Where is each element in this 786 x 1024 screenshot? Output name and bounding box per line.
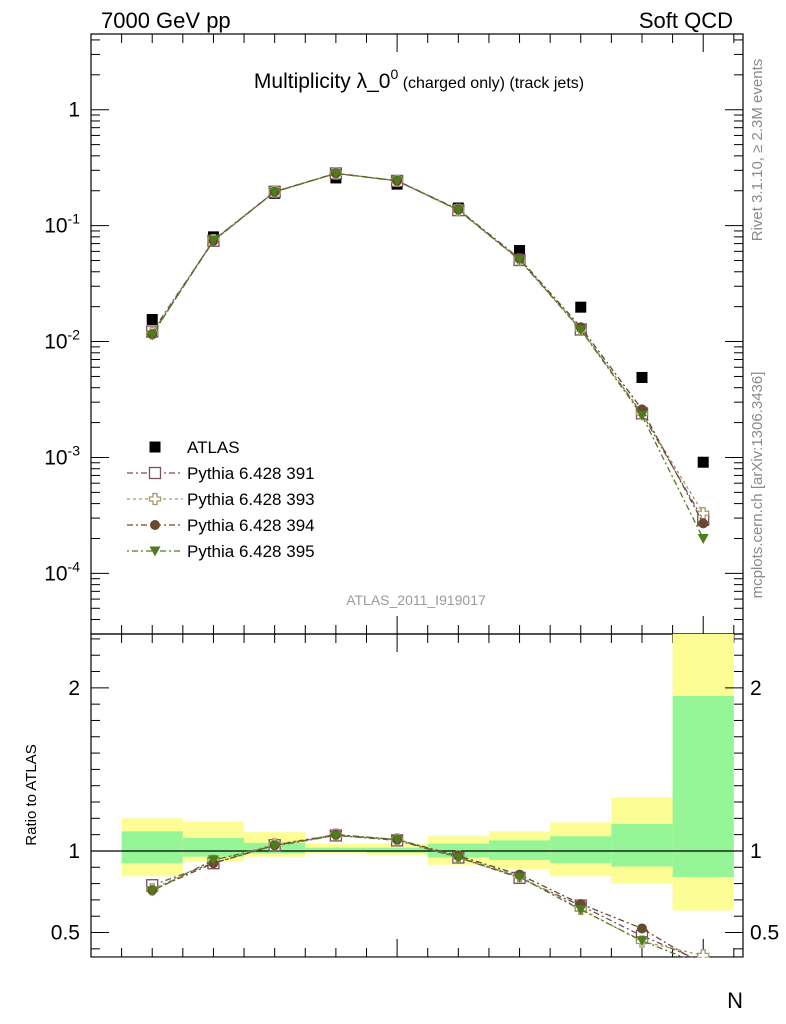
y-tick-label-base: 10 bbox=[44, 446, 67, 469]
series-atlas bbox=[146, 172, 709, 468]
legend-marker bbox=[149, 441, 161, 453]
ratio-y-ticks: 0.5 0.5 1 1 2 2 bbox=[51, 638, 779, 950]
series-pythia-6-428-395 bbox=[146, 168, 709, 544]
data-point bbox=[269, 187, 281, 198]
data-point bbox=[330, 830, 342, 841]
green-band-bin bbox=[182, 837, 245, 857]
main-y-ticks: 110-110-210-310-4 bbox=[44, 39, 743, 635]
green-band-bin bbox=[611, 824, 673, 867]
series-line bbox=[151, 834, 704, 966]
series-line bbox=[151, 172, 704, 539]
data-point bbox=[269, 841, 281, 852]
y-tick-label-exponent: -1 bbox=[68, 211, 81, 227]
green-band-bin bbox=[488, 840, 551, 860]
data-point bbox=[207, 235, 219, 246]
series-line bbox=[151, 172, 704, 524]
ratio-y-axis-label: Ratio to ATLAS bbox=[23, 744, 40, 845]
data-point bbox=[391, 176, 403, 187]
y-tick-label-right: 1 bbox=[750, 840, 762, 863]
title-main: Multiplicity λ_0 bbox=[254, 70, 391, 93]
data-point bbox=[575, 325, 587, 336]
legend-entry: ATLAS bbox=[149, 438, 240, 457]
legend-marker bbox=[148, 466, 162, 480]
ratio-series-pythia-6-428-395 bbox=[146, 830, 704, 966]
legend-entry: Pythia 6.428 395 bbox=[127, 542, 315, 561]
data-point bbox=[575, 905, 587, 916]
legend-marker bbox=[148, 492, 162, 506]
y-tick-label-left: 1 bbox=[68, 840, 80, 863]
mcplots-label: mcplots.cern.ch [arXiv:1306.3436] bbox=[749, 372, 766, 599]
legend-marker bbox=[150, 520, 160, 530]
data-point bbox=[514, 245, 526, 257]
data-point bbox=[514, 255, 526, 266]
series-line bbox=[151, 833, 704, 966]
y-tick-label-right: 0.5 bbox=[750, 922, 779, 945]
y-tick-label: 10-1 bbox=[44, 211, 80, 238]
legend: ATLAS Pythia 6.428 391 Pythia 6.428 393 Pyt… bbox=[127, 438, 315, 561]
green-band-bin bbox=[550, 836, 612, 864]
green-band-bin bbox=[672, 695, 734, 878]
y-tick-label: 10-2 bbox=[44, 327, 80, 354]
data-point bbox=[636, 923, 647, 934]
chart-title: Multiplicity λ_00 (charged only) (track … bbox=[254, 66, 584, 93]
data-point bbox=[636, 371, 648, 383]
header-left: 7000 GeV pp bbox=[101, 8, 231, 33]
green-band-bin bbox=[121, 831, 183, 864]
y-tick-label-base: 10 bbox=[44, 331, 67, 354]
title-sup: 0 bbox=[390, 66, 398, 82]
y-tick-label: 10-4 bbox=[44, 558, 80, 585]
data-point bbox=[697, 507, 710, 520]
y-tick-label-base: 10 bbox=[44, 562, 67, 585]
title-sub: (charged only) (track jets) bbox=[398, 75, 584, 92]
y-tick-label-exponent: -4 bbox=[68, 558, 81, 574]
header-right: Soft QCD bbox=[639, 8, 733, 33]
data-point bbox=[207, 855, 219, 866]
legend-entry: Pythia 6.428 391 bbox=[127, 464, 315, 483]
y-tick-label-exponent: -2 bbox=[68, 327, 81, 343]
y-tick-label-base: 1 bbox=[68, 99, 80, 122]
legend-entry: Pythia 6.428 393 bbox=[127, 490, 315, 509]
ratio-uncertainty-bands bbox=[121, 634, 734, 911]
analysis-label: ATLAS_2011_I919017 bbox=[346, 592, 486, 608]
legend-label: Pythia 6.428 393 bbox=[187, 490, 315, 509]
data-point bbox=[391, 835, 403, 846]
data-point bbox=[146, 886, 158, 897]
data-point bbox=[697, 533, 709, 544]
ratio-plot-frame bbox=[90, 633, 744, 958]
data-point bbox=[330, 168, 342, 179]
rivet-label: Rivet 3.1.10, ≥ 2.3M events bbox=[749, 59, 766, 242]
data-point bbox=[697, 456, 709, 468]
x-axis-label: N bbox=[727, 988, 743, 1013]
data-point bbox=[575, 301, 587, 313]
y-tick-label-exponent: -3 bbox=[68, 442, 81, 458]
data-point bbox=[146, 330, 158, 341]
green-band-bin bbox=[366, 847, 428, 853]
y-tick-label-right: 2 bbox=[750, 677, 762, 700]
legend-label: Pythia 6.428 394 bbox=[187, 516, 315, 535]
data-point bbox=[698, 518, 709, 529]
data-point bbox=[452, 852, 464, 863]
y-tick-label-left: 2 bbox=[68, 677, 80, 700]
ratio-clip-mask bbox=[0, 957, 786, 1024]
data-point bbox=[146, 313, 158, 325]
data-point bbox=[452, 205, 464, 216]
y-tick-label: 10-3 bbox=[44, 442, 80, 469]
ratio-plot: 0.5 0.5 1 1 2 2 bbox=[0, 634, 786, 1024]
y-tick-label-base: 10 bbox=[44, 215, 67, 238]
y-tick-label-left: 0.5 bbox=[51, 922, 80, 945]
legend-marker bbox=[149, 546, 161, 557]
labels: 7000 GeV pp Soft QCD Multiplicity λ_00 (… bbox=[23, 8, 766, 1013]
data-point bbox=[514, 872, 526, 883]
legend-label: ATLAS bbox=[187, 438, 240, 457]
legend-label: Pythia 6.428 391 bbox=[187, 464, 315, 483]
data-point bbox=[636, 936, 648, 947]
green-band-bin bbox=[305, 847, 367, 852]
legend-entry: Pythia 6.428 394 bbox=[127, 516, 315, 535]
data-point bbox=[636, 411, 648, 422]
y-tick-label: 1 bbox=[68, 99, 80, 122]
main-plot: 110-110-210-310-4 bbox=[44, 39, 743, 635]
legend-label: Pythia 6.428 395 bbox=[187, 542, 315, 561]
